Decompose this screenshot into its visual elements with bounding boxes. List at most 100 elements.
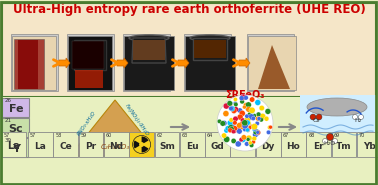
Circle shape xyxy=(248,115,252,120)
Polygon shape xyxy=(70,100,160,156)
Circle shape xyxy=(250,115,256,120)
FancyBboxPatch shape xyxy=(231,132,255,157)
Circle shape xyxy=(223,136,230,142)
Text: Dy: Dy xyxy=(262,142,275,151)
Circle shape xyxy=(225,103,231,108)
Circle shape xyxy=(251,116,256,120)
Circle shape xyxy=(264,116,269,121)
Circle shape xyxy=(245,114,249,118)
Circle shape xyxy=(240,136,246,142)
Circle shape xyxy=(251,123,257,130)
Circle shape xyxy=(269,125,273,129)
Wedge shape xyxy=(133,140,142,149)
Circle shape xyxy=(237,125,242,130)
Text: 68: 68 xyxy=(308,133,314,138)
Circle shape xyxy=(246,137,250,141)
Circle shape xyxy=(327,134,333,140)
Circle shape xyxy=(245,116,249,121)
Circle shape xyxy=(239,138,243,142)
Circle shape xyxy=(246,128,250,132)
FancyBboxPatch shape xyxy=(300,95,376,155)
FancyBboxPatch shape xyxy=(184,34,231,91)
FancyBboxPatch shape xyxy=(2,98,29,117)
Text: Fe: Fe xyxy=(9,104,23,114)
Circle shape xyxy=(243,120,248,125)
Circle shape xyxy=(255,121,259,126)
Text: Sm: Sm xyxy=(159,142,175,151)
Circle shape xyxy=(310,114,316,120)
FancyBboxPatch shape xyxy=(2,3,376,97)
Circle shape xyxy=(229,126,234,132)
FancyBboxPatch shape xyxy=(332,132,356,157)
FancyBboxPatch shape xyxy=(194,40,226,58)
FancyBboxPatch shape xyxy=(75,70,103,88)
Circle shape xyxy=(242,123,248,129)
FancyBboxPatch shape xyxy=(53,132,78,157)
Text: Fe(NO₃)₃·9H₂O: Fe(NO₃)₃·9H₂O xyxy=(124,103,150,137)
Circle shape xyxy=(228,102,232,107)
Circle shape xyxy=(253,127,257,131)
Circle shape xyxy=(237,114,243,120)
Polygon shape xyxy=(239,58,250,68)
Circle shape xyxy=(227,101,232,106)
Circle shape xyxy=(231,130,235,134)
FancyBboxPatch shape xyxy=(2,97,376,157)
Circle shape xyxy=(248,114,254,120)
Circle shape xyxy=(239,122,245,127)
FancyBboxPatch shape xyxy=(11,34,58,91)
FancyBboxPatch shape xyxy=(2,118,29,137)
Circle shape xyxy=(241,124,247,130)
Circle shape xyxy=(233,130,237,133)
FancyBboxPatch shape xyxy=(281,132,306,157)
Circle shape xyxy=(220,121,225,126)
FancyBboxPatch shape xyxy=(180,132,204,157)
Text: 57: 57 xyxy=(30,133,36,138)
Circle shape xyxy=(240,94,246,100)
Circle shape xyxy=(228,125,234,131)
Circle shape xyxy=(242,120,248,126)
Text: 26: 26 xyxy=(5,98,12,103)
Circle shape xyxy=(256,116,261,121)
Circle shape xyxy=(232,127,236,131)
Circle shape xyxy=(227,120,233,126)
FancyBboxPatch shape xyxy=(68,36,112,90)
Text: Pr: Pr xyxy=(85,142,96,151)
Circle shape xyxy=(234,128,237,132)
Circle shape xyxy=(246,107,251,112)
Text: 62: 62 xyxy=(156,133,163,138)
Circle shape xyxy=(229,118,234,122)
Circle shape xyxy=(256,130,260,135)
Circle shape xyxy=(243,95,248,100)
Circle shape xyxy=(248,124,253,129)
FancyBboxPatch shape xyxy=(28,132,53,157)
FancyBboxPatch shape xyxy=(104,132,129,157)
FancyBboxPatch shape xyxy=(205,132,230,157)
Circle shape xyxy=(268,125,272,130)
Text: 67: 67 xyxy=(283,133,289,138)
Text: La: La xyxy=(8,141,20,151)
Circle shape xyxy=(229,106,235,111)
Circle shape xyxy=(255,100,261,105)
Text: 21: 21 xyxy=(5,118,12,123)
Text: Y: Y xyxy=(12,144,20,154)
Text: Gd: Gd xyxy=(211,142,225,151)
Circle shape xyxy=(244,117,250,124)
Circle shape xyxy=(333,139,338,144)
Circle shape xyxy=(259,113,266,120)
Circle shape xyxy=(241,121,246,126)
Circle shape xyxy=(249,109,254,114)
Text: Tm: Tm xyxy=(336,142,352,151)
Circle shape xyxy=(243,127,247,132)
Circle shape xyxy=(256,112,261,117)
Text: ΣRFeO₃: ΣRFeO₃ xyxy=(225,90,265,100)
Polygon shape xyxy=(117,58,128,68)
FancyBboxPatch shape xyxy=(133,40,165,60)
Text: 66: 66 xyxy=(258,133,264,138)
Ellipse shape xyxy=(307,98,367,116)
Text: 39: 39 xyxy=(5,138,12,143)
Circle shape xyxy=(233,107,239,112)
Circle shape xyxy=(223,111,229,117)
Circle shape xyxy=(240,118,245,123)
FancyBboxPatch shape xyxy=(123,34,170,91)
Circle shape xyxy=(246,121,250,125)
